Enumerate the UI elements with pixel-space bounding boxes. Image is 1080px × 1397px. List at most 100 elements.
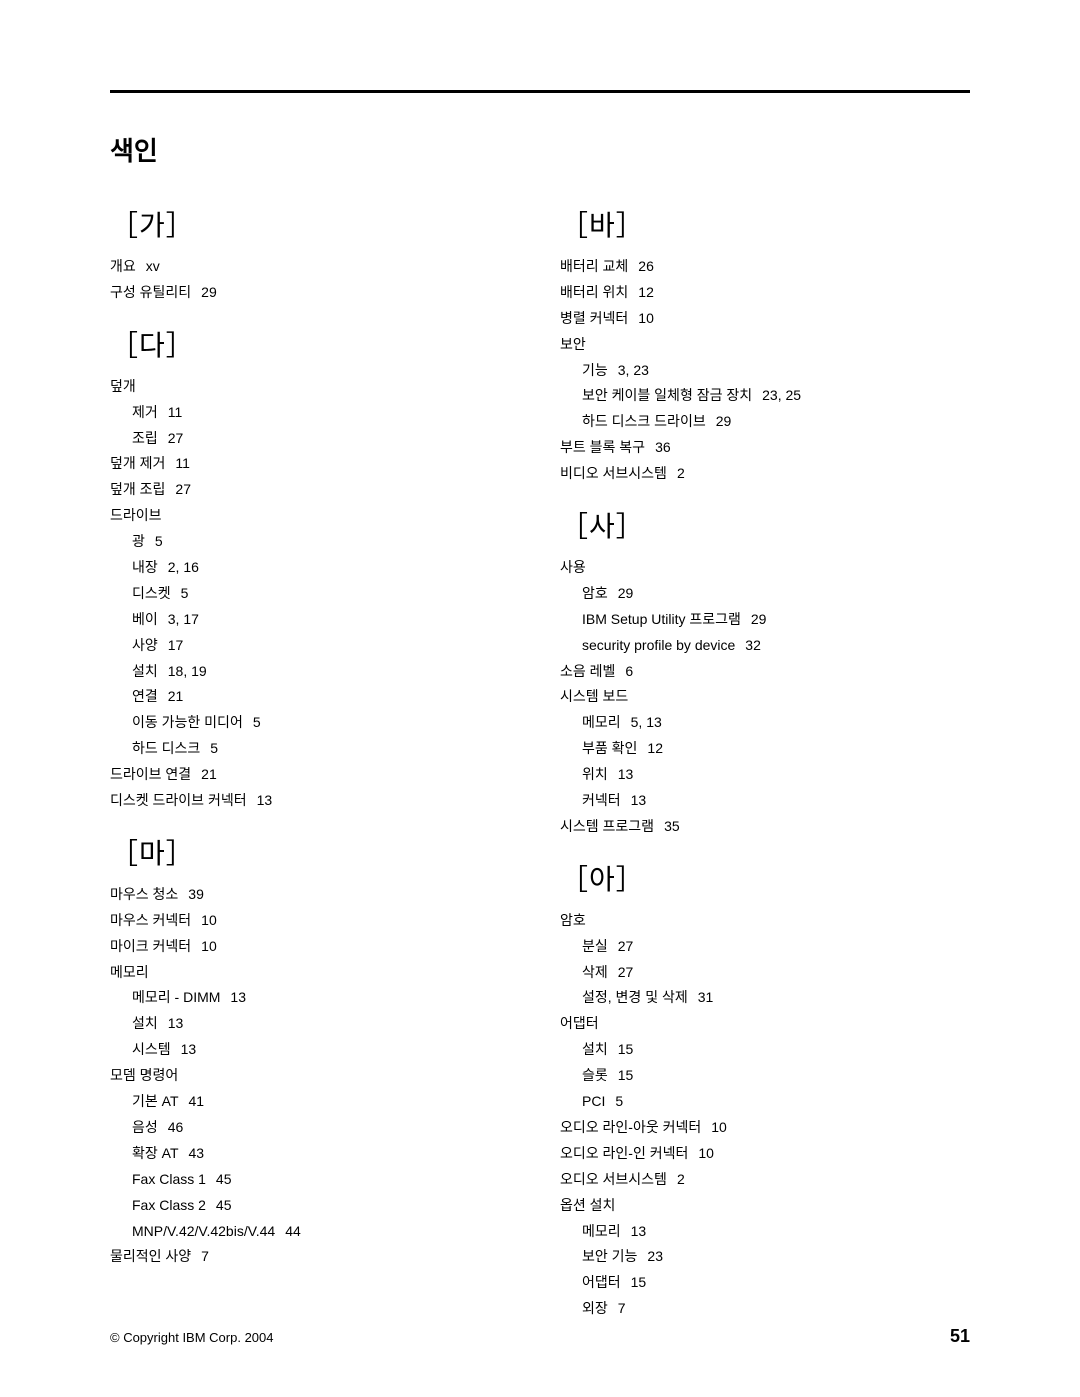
copyright-text: © Copyright IBM Corp. 2004 (110, 1330, 273, 1345)
index-entry: 이동 가능한 미디어5 (110, 710, 520, 736)
index-term: 설정, 변경 및 삭제 (582, 989, 688, 1005)
index-pages: 13 (181, 1041, 197, 1057)
index-pages: 13 (618, 766, 634, 782)
index-term: 슬롯 (582, 1067, 608, 1083)
index-term: 확장 AT (132, 1145, 179, 1161)
index-term: 메모리 (582, 714, 621, 730)
index-term: 분실 (582, 938, 608, 954)
index-entry: 내장2, 16 (110, 555, 520, 581)
index-entry: 슬롯15 (560, 1063, 970, 1089)
index-pages: 10 (638, 310, 654, 326)
index-term: 제거 (132, 404, 158, 420)
index-term: 음성 (132, 1119, 158, 1135)
index-term: 덮개 제거 (110, 455, 165, 471)
index-pages: 39 (188, 886, 204, 902)
index-term: Fax Class 1 (132, 1171, 206, 1187)
page-footer: © Copyright IBM Corp. 2004 51 (110, 1326, 970, 1347)
index-pages: 35 (664, 818, 680, 834)
index-pages: 10 (201, 938, 217, 954)
index-term: 메모리 - DIMM (132, 989, 220, 1005)
index-pages: 5 (253, 714, 261, 730)
index-pages: 12 (647, 740, 663, 756)
index-term: 설치 (132, 1015, 158, 1031)
index-entry: 병렬 커넥터10 (560, 306, 970, 332)
index-term: 어댑터 (582, 1274, 621, 1290)
index-term: 기능 (582, 362, 608, 378)
index-term: 삭제 (582, 964, 608, 980)
index-term: 부트 블록 복구 (560, 439, 645, 455)
index-term: 어댑터 (560, 1015, 599, 1031)
index-term: 연결 (132, 688, 158, 704)
index-term: 시스템 프로그램 (560, 818, 654, 834)
index-entry: 암호29 (560, 581, 970, 607)
index-term: 하드 디스크 드라이브 (582, 413, 706, 429)
index-pages: 29 (201, 284, 217, 300)
index-term: Fax Class 2 (132, 1197, 206, 1213)
index-term: 사양 (132, 637, 158, 653)
section-heading: ［사］ (560, 505, 970, 545)
section-heading: ［다］ (110, 324, 520, 364)
index-term: IBM Setup Utility 프로그램 (582, 611, 741, 627)
index-term: 커넥터 (582, 792, 621, 808)
index-term: 배터리 위치 (560, 284, 628, 300)
index-entry: IBM Setup Utility 프로그램29 (560, 607, 970, 633)
index-pages: 31 (698, 989, 714, 1005)
index-pages: 17 (168, 637, 184, 653)
index-entry: 드라이브 연결 21 (110, 762, 520, 788)
index-entry: 커넥터13 (560, 788, 970, 814)
index-term: 시스템 (132, 1041, 171, 1057)
horizontal-rule (110, 90, 970, 93)
index-entry: 비디오 서브시스템2 (560, 461, 970, 487)
index-entry: 확장 AT43 (110, 1141, 520, 1167)
index-entry: 오디오 서브시스템2 (560, 1167, 970, 1193)
index-pages: 3, 23 (618, 362, 649, 378)
index-pages: 36 (655, 439, 671, 455)
right-column: ［바］배터리 교체26배터리 위치12병렬 커넥터10보안기능3, 23보안 케… (560, 186, 970, 1322)
index-term: 보안 (560, 336, 586, 352)
index-pages: 15 (631, 1274, 647, 1290)
index-entry: security profile by device32 (560, 633, 970, 659)
index-pages: 5 (155, 533, 163, 549)
index-pages: 21 (201, 766, 217, 782)
index-pages: 46 (168, 1119, 184, 1135)
index-pages: 5 (210, 740, 218, 756)
index-term: 마이크 커넥터 (110, 938, 191, 954)
index-pages: 7 (618, 1300, 626, 1316)
index-entry: 외장7 (560, 1296, 970, 1322)
index-term: 조립 (132, 430, 158, 446)
index-entry: 사용 (560, 555, 970, 581)
index-entry: 보안 (560, 332, 970, 358)
index-term: 드라이브 (110, 507, 162, 523)
index-entry: Fax Class 1 45 (110, 1167, 520, 1193)
index-pages: 5 (615, 1093, 623, 1109)
index-entry: 연결21 (110, 684, 520, 710)
index-entry: 시스템 13 (110, 1037, 520, 1063)
index-entry: 덮개 (110, 374, 520, 400)
index-term: 설치 (582, 1041, 608, 1057)
index-entry: 부트 블록 복구 36 (560, 435, 970, 461)
index-pages: 15 (618, 1041, 634, 1057)
index-pages: 2, 16 (168, 559, 199, 575)
index-pages: 45 (216, 1171, 232, 1187)
index-pages: 23 (647, 1248, 663, 1264)
index-pages: 3, 17 (168, 611, 199, 627)
index-pages: 44 (285, 1223, 301, 1239)
index-entry: 음성 46 (110, 1115, 520, 1141)
index-term: 모뎀 명령어 (110, 1067, 178, 1083)
index-entry: 디스켓 드라이브 커넥터13 (110, 788, 520, 814)
index-term: 설치 (132, 663, 158, 679)
index-entry: 마이크 커넥터 10 (110, 934, 520, 960)
index-entry: 배터리 교체26 (560, 254, 970, 280)
index-entry: 제거11 (110, 400, 520, 426)
index-term: 옵션 설치 (560, 1197, 615, 1213)
index-term: 덮개 조립 (110, 481, 165, 497)
index-term: 기본 AT (132, 1093, 179, 1109)
index-term: 위치 (582, 766, 608, 782)
index-entry: 사양 17 (110, 633, 520, 659)
index-entry: 물리적인 사양7 (110, 1244, 520, 1270)
index-pages: 27 (618, 938, 634, 954)
index-term: 드라이브 연결 (110, 766, 191, 782)
index-term: 디스켓 드라이브 커넥터 (110, 792, 247, 808)
index-term: MNP/V.42/V.42bis/V.44 (132, 1223, 275, 1239)
index-pages: 23, 25 (762, 387, 801, 403)
